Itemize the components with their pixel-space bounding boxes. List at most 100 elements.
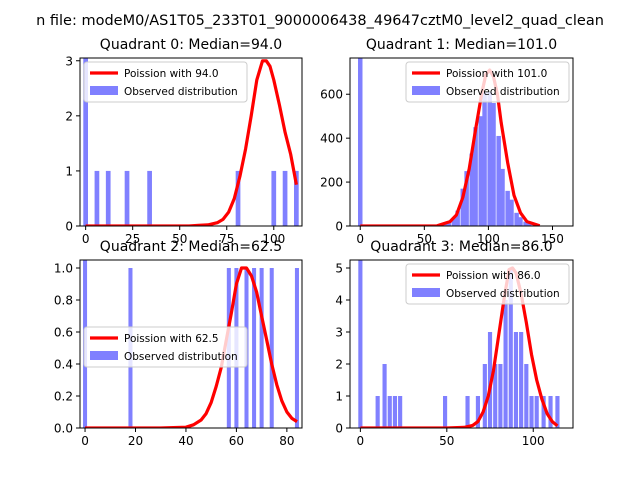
- histogram-bar: [124, 170, 130, 226]
- subplot-title: Quadrant 0: Median=94.0: [100, 37, 282, 53]
- histogram-bar: [464, 171, 469, 226]
- y-tick-label: 0.0: [54, 422, 73, 436]
- axes-frame: [349, 259, 574, 429]
- legend-box: [405, 61, 570, 103]
- histogram-bar: [500, 168, 505, 226]
- subplot-quadrant-2: Quadrant 2: Median=62.5 0 20 40 60 80 0.0 0.2 0.…: [54, 239, 303, 448]
- y-tick-label: 1: [335, 390, 343, 404]
- histogram-bar: [358, 260, 363, 428]
- histogram-bar: [518, 217, 523, 226]
- y-tick-label: 0.8: [54, 294, 73, 308]
- y-tick-label: 0.4: [54, 358, 73, 372]
- x-tick-label: 0: [82, 232, 90, 246]
- histogram-bar: [482, 364, 487, 428]
- histogram-bar: [451, 218, 457, 226]
- y-tick-label: 5: [335, 262, 343, 276]
- y-tick-label: 600: [320, 88, 343, 102]
- y-tick-label: 0.2: [54, 390, 73, 404]
- legend-label-observed: Observed distribution: [446, 86, 560, 98]
- y-tick-label: 400: [320, 132, 343, 146]
- histogram-bar: [465, 396, 470, 428]
- x-tick-label: 100: [477, 232, 500, 246]
- subplot-quadrant-3: Quadrant 3: Median=86.0 0 50 100 0 1 2 3 4 5 Poiss…: [335, 239, 574, 448]
- y-tick-label: 3: [335, 326, 343, 340]
- x-tick-label: 0: [356, 232, 364, 246]
- x-tick-label: 100: [262, 232, 285, 246]
- histogram-bar: [478, 116, 483, 226]
- histogram-bar: [482, 92, 487, 226]
- subplot-title: Quadrant 2: Median=62.5: [100, 239, 282, 255]
- figure-suptitle: n file: modeM0/AS1T05_233T01_9000006438_…: [36, 13, 604, 29]
- subplot-title: Quadrant 3: Median=86.0: [370, 239, 552, 255]
- x-tick-label: 60: [229, 434, 244, 448]
- histogram-bar: [523, 221, 528, 226]
- histogram-bar: [519, 332, 524, 428]
- legend-label-observed: Observed distribution: [124, 351, 238, 363]
- histogram-bar: [509, 199, 514, 226]
- histogram-bar: [505, 190, 510, 226]
- histogram-bar: [382, 364, 387, 428]
- histogram-bars: [83, 58, 299, 226]
- x-tick-label: 0: [81, 434, 89, 448]
- histogram-bar: [455, 210, 460, 226]
- y-tick-label: 0: [335, 422, 343, 436]
- y-tick-label: 2: [335, 358, 343, 372]
- histogram-bar: [358, 58, 363, 226]
- histogram-bar: [259, 268, 264, 428]
- x-tick-label: 80: [279, 434, 294, 448]
- histogram-bar: [398, 396, 403, 428]
- legend: Poission with 62.5 Observed distribution: [83, 326, 248, 368]
- histogram-bar: [498, 364, 503, 428]
- histogram-bar: [147, 170, 152, 226]
- histogram-bar: [105, 170, 111, 226]
- histogram-bar: [83, 58, 88, 226]
- histogram-bar: [514, 212, 519, 226]
- y-tick-label: 1.0: [54, 262, 73, 276]
- histogram-bar: [294, 268, 299, 428]
- histogram-bar: [94, 170, 100, 226]
- histogram-bar: [493, 364, 498, 428]
- histogram-bar: [469, 153, 474, 226]
- y-tick-label: 3: [65, 54, 73, 68]
- histogram-bar: [529, 396, 534, 428]
- x-tick-label: 100: [522, 434, 545, 448]
- histogram-bar: [375, 396, 380, 428]
- histogram-bar: [282, 170, 288, 226]
- histogram-bar: [387, 396, 392, 428]
- x-tick-label: 50: [417, 232, 432, 246]
- x-tick-label: 50: [172, 232, 187, 246]
- histogram-bar: [235, 170, 241, 226]
- histogram-bar: [513, 332, 519, 428]
- legend: Poission with 86.0 Observed distribution: [405, 263, 570, 305]
- histogram-bar: [527, 223, 532, 226]
- axes-frame: [349, 57, 574, 227]
- x-tick-label: 50: [439, 434, 454, 448]
- legend-label-poisson: Poission with 62.5: [124, 333, 219, 345]
- poisson-line: [85, 59, 298, 226]
- y-tick-label: 4: [335, 294, 343, 308]
- legend-bar-swatch: [90, 351, 118, 360]
- y-tick-label: 1: [65, 164, 73, 178]
- legend-bar-swatch: [412, 86, 440, 95]
- legend-label-poisson: Poission with 86.0: [446, 270, 541, 282]
- x-tick-label: 75: [219, 232, 234, 246]
- legend-label-poisson: Poission with 94.0: [124, 68, 219, 80]
- subplots-group: Quadrant 0: Median=94.00 25 50 75 1000123Poi…: [54, 37, 574, 448]
- x-tick-label: 25: [125, 232, 140, 246]
- legend-box: [83, 61, 248, 103]
- x-tick-label: 0: [357, 434, 365, 448]
- legend-label-poisson: Poission with 101.0: [446, 68, 547, 80]
- x-tick-label: 150: [541, 232, 564, 246]
- histogram-bar: [269, 268, 274, 428]
- histogram-bar: [271, 170, 277, 226]
- histogram-bar: [294, 170, 299, 226]
- y-tick-label: 0.6: [54, 326, 73, 340]
- histogram-bar: [487, 92, 492, 226]
- subplot-quadrant-1: Quadrant 1: Median=101.0 0 50 100 150 0 200 400…: [320, 37, 574, 246]
- axes-frame: [79, 57, 303, 227]
- histogram-bar: [524, 364, 529, 428]
- histogram-bar: [252, 268, 257, 428]
- histogram-bar: [446, 221, 451, 226]
- histogram-bar: [491, 103, 496, 226]
